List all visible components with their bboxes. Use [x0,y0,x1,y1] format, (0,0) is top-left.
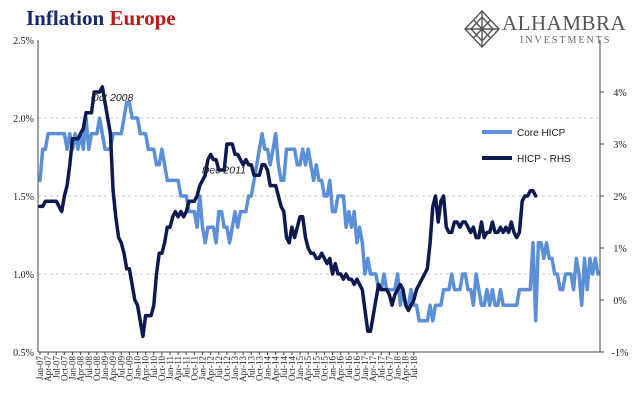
title-part-inflation: Inflation [26,6,105,30]
y-right-tick-label: 4% [613,88,626,99]
x-tick-label: Jul-13 [246,356,256,379]
y-left-tick-label: 1.5% [13,192,34,203]
title-part-europe: Europe [109,6,176,30]
x-tick-label: Jan-08 [68,356,78,380]
x-tick-label: Apr-18 [401,356,411,382]
legend-label: HICP - RHS [517,154,571,165]
diamond-lattice-icon [464,10,500,48]
y-right-tick-label: 3% [613,140,626,151]
x-tick-label: Jan-10 [133,356,143,380]
x-tick-label: Jan-15 [295,356,305,380]
y-right-tick-label: 2% [613,192,626,203]
logo-subtitle: INVESTMENTS [520,35,612,46]
chart-annotation: Oct 2008 [91,92,134,104]
logo-name: ALHAMBRA [502,11,627,35]
y-left-tick-label: 2.0% [13,114,34,125]
alhambra-logo: ALHAMBRA INVESTMENTS [462,8,632,52]
y-right-tick-label: -1% [612,348,629,359]
y-left-tick-label: 0.5% [13,348,34,359]
x-tick-label: Jul-07 [51,356,61,379]
x-tick-label: Apr-09 [108,356,118,382]
core-hicp-line [38,100,600,323]
x-tick-label: Jan-09 [100,356,110,380]
x-tick-label: Jul-09 [116,356,126,379]
x-tick-label: Jul-15 [311,356,321,379]
x-tick-label: Jul-17 [376,356,386,379]
x-tick-label: Jan-17 [360,356,370,380]
y-right-tick-label: 0% [613,296,626,307]
x-tick-label: Jul-10 [149,356,159,379]
x-tick-label: Apr-11 [173,356,183,381]
y-right-tick-label: 1% [613,244,626,255]
x-tick-label: Apr-07 [43,356,53,382]
x-tick-label: Apr-15 [303,356,313,382]
chart-annotation: Dec 2011 [202,165,246,177]
x-tick-label: Jul-11 [181,356,191,378]
x-tick-label: Jan-18 [393,356,403,380]
x-tick-label: Jan-12 [198,356,208,380]
x-tick-label: Apr-08 [76,356,86,382]
x-tick-label: Apr-13 [238,356,248,382]
y-left-tick-label: 2.5% [13,36,34,47]
x-tick-label: Apr-17 [368,356,378,382]
x-tick-label: Oct-14 [287,356,297,381]
x-tick-label: Oct-10 [157,356,167,381]
x-tick-label: Jul-08 [84,356,94,379]
x-tick-label: Oct-09 [124,356,134,381]
x-tick-label: Jan-11 [165,356,175,380]
x-tick-label: Jul-16 [344,356,354,379]
hicp-rhs-line [38,85,538,339]
x-tick-label: Apr-14 [271,356,281,382]
x-tick-label: Oct-08 [92,356,102,381]
x-tick-label: Apr-16 [336,356,346,382]
x-tick-label: Oct-16 [352,356,362,381]
x-tick-label: Jan-07 [35,356,45,380]
x-tick-label: Oct-12 [222,356,232,381]
x-tick-label: Oct-07 [59,356,69,381]
x-tick-label: Apr-12 [206,356,216,382]
x-tick-label: Jul-12 [214,356,224,379]
x-tick-label: Oct-17 [384,356,394,381]
x-tick-label: Jan-14 [263,356,273,380]
legend-label: Core HICP [517,128,566,139]
x-tick-label: Oct-13 [254,356,264,381]
x-tick-label: Jul-18 [409,356,419,379]
y-left-tick-label: 1.0% [13,270,34,281]
x-tick-label: Jan-16 [328,356,338,380]
x-tick-label: Jan-13 [230,356,240,380]
x-tick-label: Jul-14 [279,356,289,379]
chart-title: Inflation Europe [26,6,176,31]
x-tick-label: Oct-11 [189,356,199,381]
x-tick-label: Apr-10 [141,356,151,382]
x-tick-label: Oct-15 [319,356,329,381]
